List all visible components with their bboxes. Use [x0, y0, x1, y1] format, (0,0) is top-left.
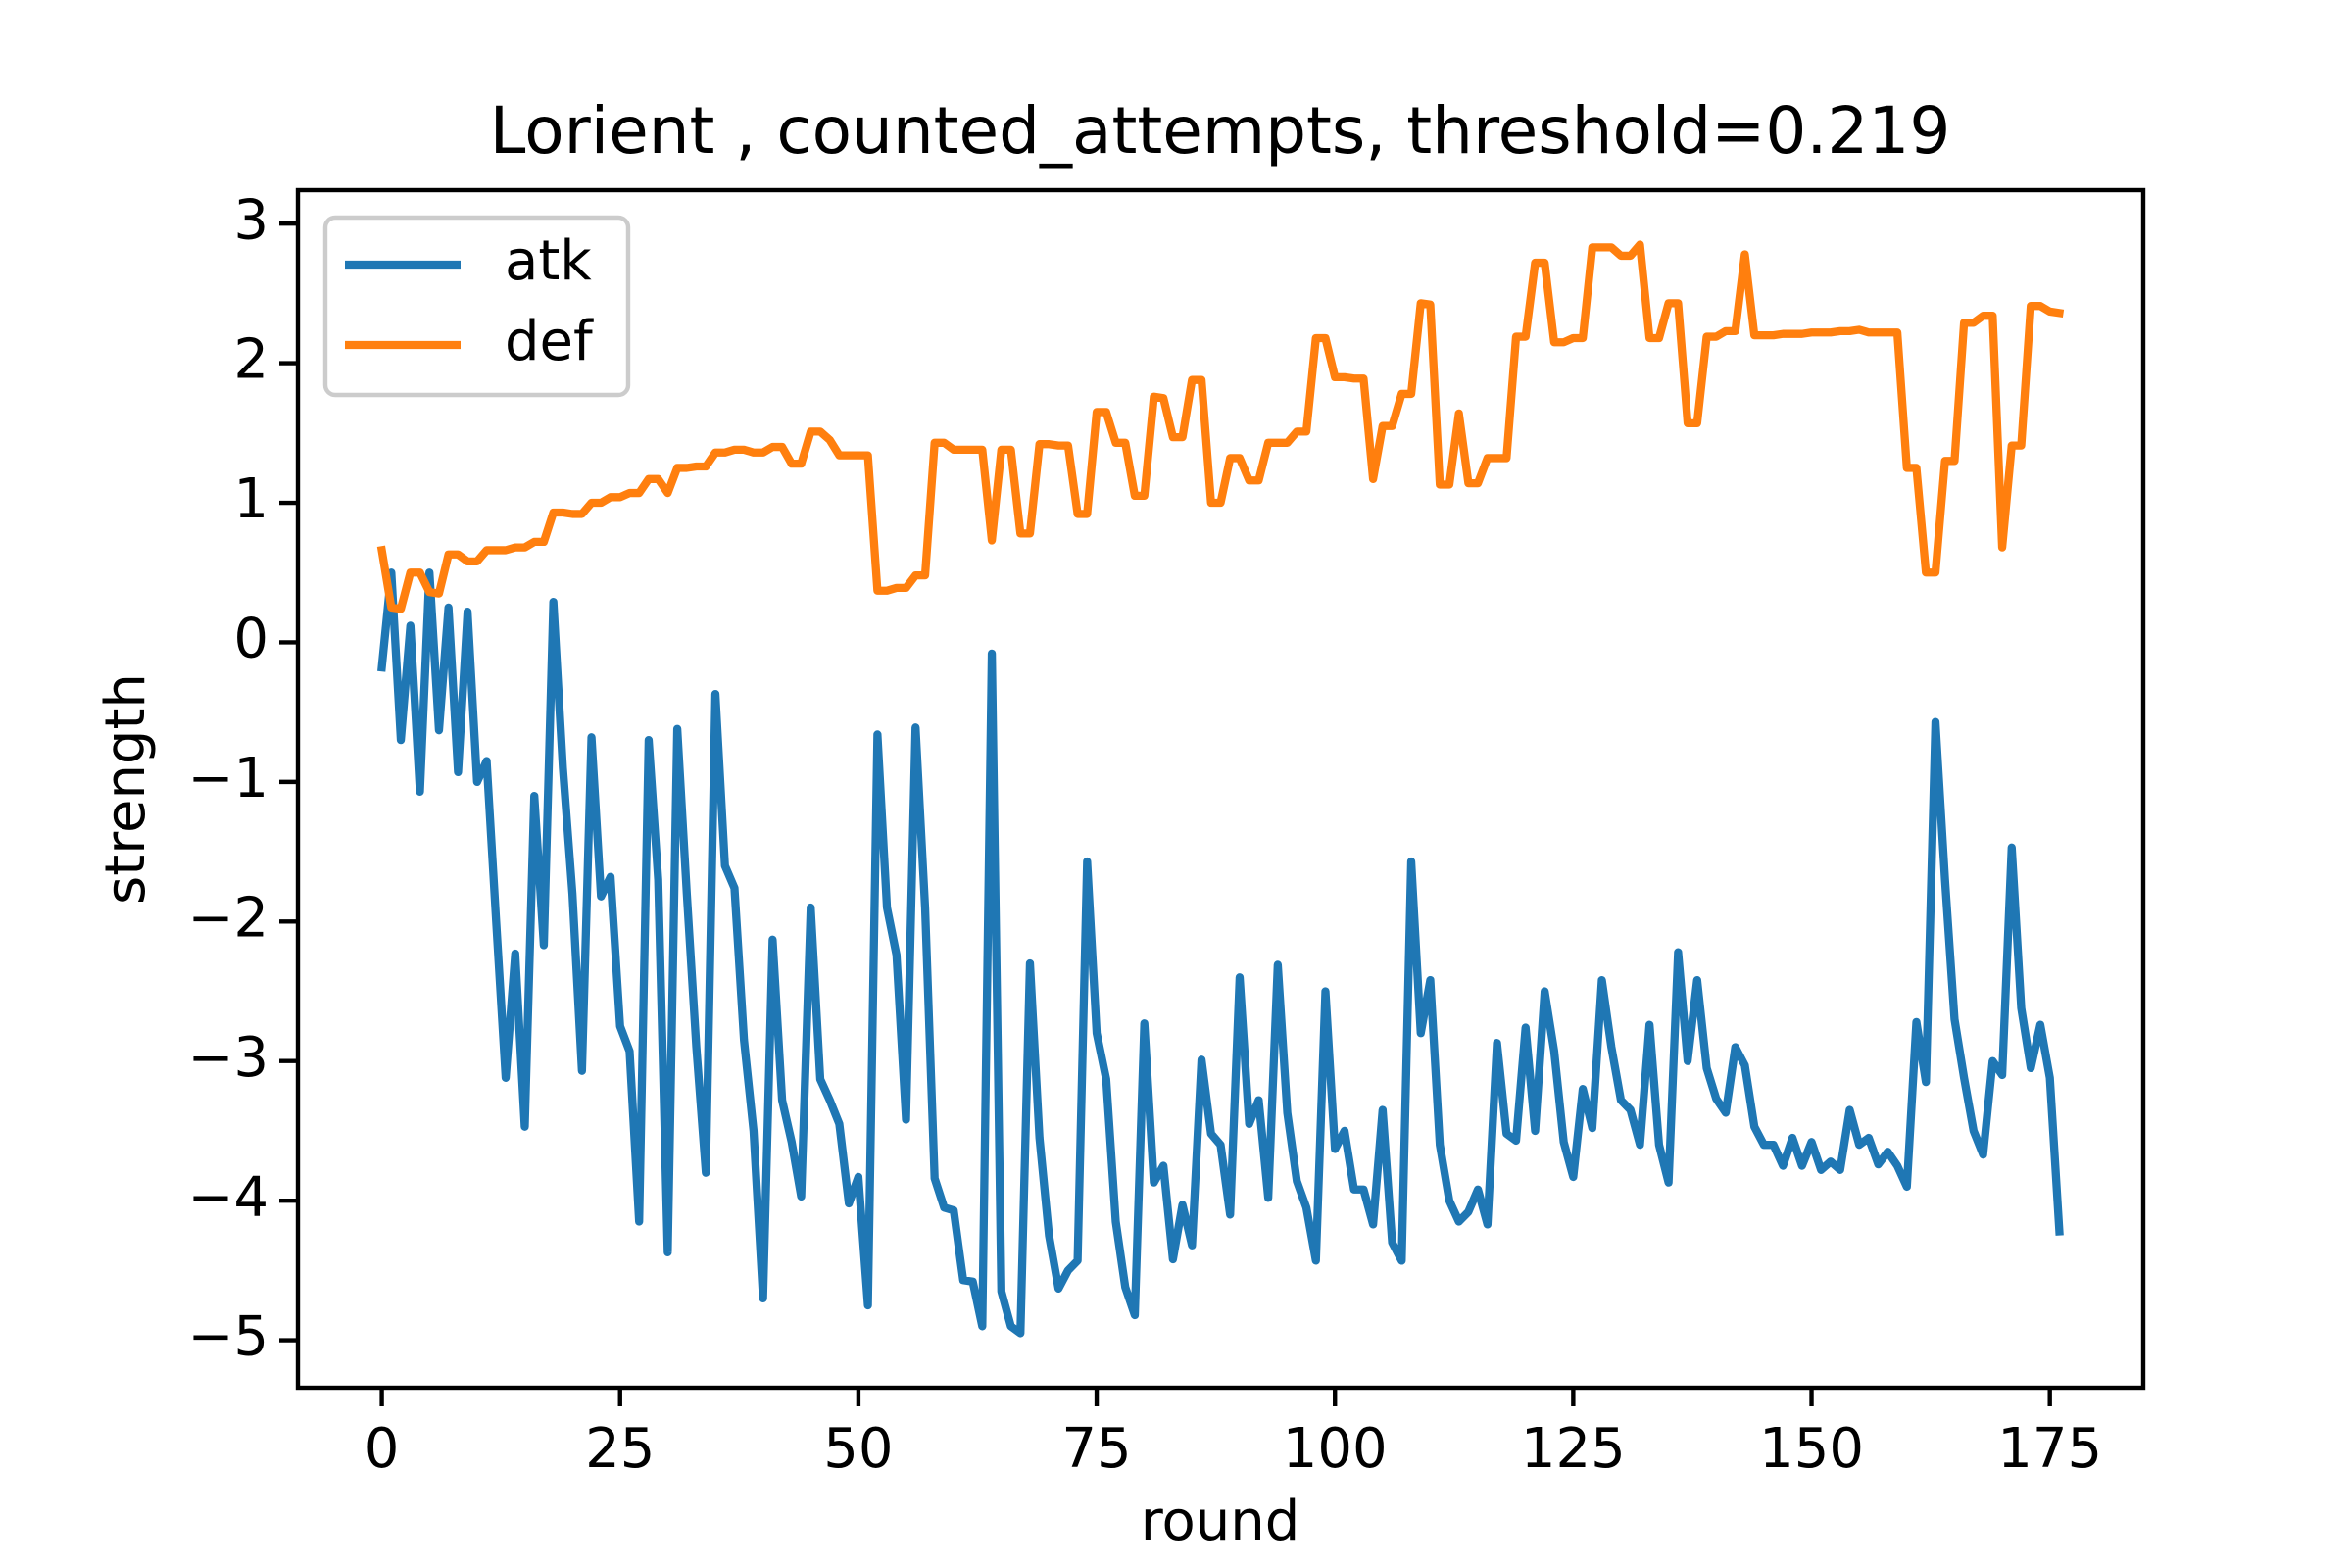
x-tick-label: 100 — [1283, 1417, 1388, 1481]
x-tick-label: 125 — [1521, 1417, 1626, 1481]
y-tick-label: 1 — [233, 467, 269, 531]
y-tick-label: 0 — [233, 608, 269, 671]
x-tick-label: 75 — [1061, 1417, 1131, 1481]
series-line — [376, 240, 2065, 613]
y-axis-label: strength — [94, 673, 158, 905]
legend-label: atk — [505, 229, 592, 293]
x-tick-label: 150 — [1759, 1417, 1864, 1481]
y-tick-label: 3 — [233, 188, 269, 252]
y-tick-label: −1 — [187, 747, 269, 810]
chart-title: Lorient , counted_attempts, threshold=0.… — [490, 93, 1951, 169]
x-tick-label: 25 — [585, 1417, 655, 1481]
series-line — [377, 568, 2064, 1338]
y-tick-label: −2 — [187, 886, 269, 950]
plot-frame — [295, 187, 2146, 1391]
x-tick-label: 0 — [365, 1417, 400, 1481]
legend-label: def — [505, 310, 594, 373]
y-tick-label: −5 — [187, 1305, 269, 1369]
x-tick-label: 50 — [823, 1417, 893, 1481]
x-axis-label: round — [1141, 1490, 1300, 1553]
x-tick-label: 175 — [1997, 1417, 2102, 1481]
y-tick-label: 2 — [233, 328, 269, 392]
y-tick-label: −4 — [187, 1165, 269, 1229]
y-tick-label: −3 — [187, 1026, 269, 1090]
